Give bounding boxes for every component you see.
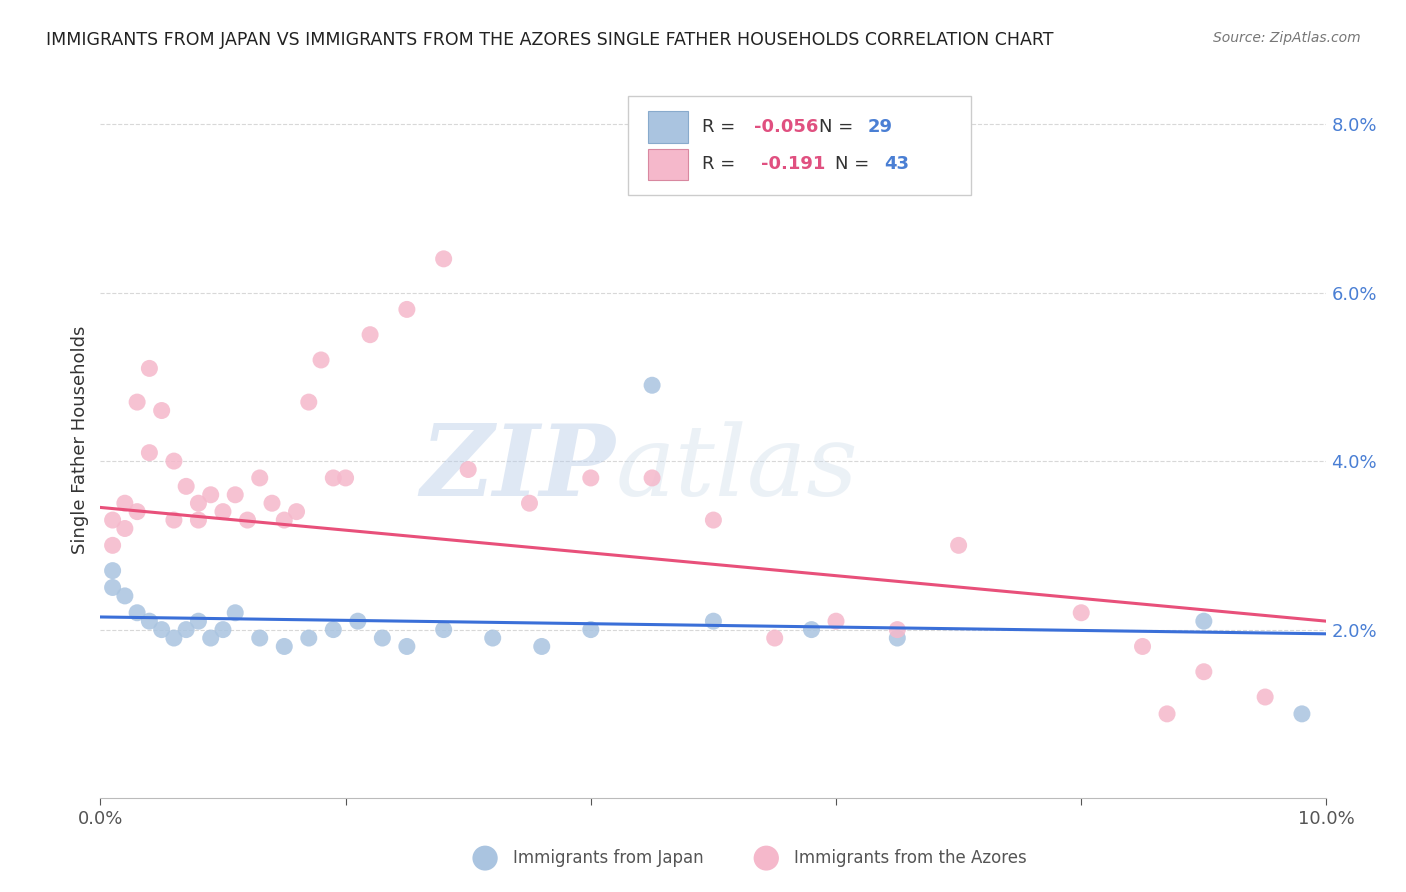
Point [236, 513, 259, 527]
Point [138, 361, 160, 376]
Text: 43: 43 [884, 155, 908, 173]
Point [886, 631, 908, 645]
Point [702, 513, 724, 527]
Y-axis label: Single Father Households: Single Father Households [72, 326, 89, 554]
Point [948, 538, 970, 552]
Point [273, 640, 295, 654]
Point [359, 327, 381, 342]
Point [249, 631, 271, 645]
Point [200, 631, 222, 645]
Point [127, 606, 149, 620]
Point [150, 623, 173, 637]
Text: N =: N = [835, 155, 875, 173]
Point [163, 513, 186, 527]
Point [641, 378, 664, 392]
Point [1132, 640, 1154, 654]
Text: Immigrants from Japan: Immigrants from Japan [513, 849, 704, 867]
Point [101, 581, 124, 595]
Text: atlas: atlas [616, 421, 858, 516]
Point [702, 614, 724, 628]
Point [481, 631, 503, 645]
Point [187, 614, 209, 628]
Point [224, 606, 246, 620]
Point [763, 631, 786, 645]
FancyBboxPatch shape [648, 112, 688, 143]
Point [322, 471, 344, 485]
FancyBboxPatch shape [627, 96, 972, 195]
Text: 29: 29 [868, 118, 893, 136]
Point [433, 623, 456, 637]
Point [298, 395, 321, 409]
Point [138, 614, 160, 628]
Point [335, 471, 357, 485]
Point [138, 445, 160, 459]
Point [579, 623, 602, 637]
Point [530, 640, 553, 654]
Point [187, 496, 209, 510]
Text: R =: R = [703, 155, 747, 173]
Text: IMMIGRANTS FROM JAPAN VS IMMIGRANTS FROM THE AZORES SINGLE FATHER HOUSEHOLDS COR: IMMIGRANTS FROM JAPAN VS IMMIGRANTS FROM… [46, 31, 1054, 49]
Point [800, 623, 823, 637]
Point [298, 631, 321, 645]
Text: Source: ZipAtlas.com: Source: ZipAtlas.com [1213, 31, 1361, 45]
Point [114, 589, 136, 603]
Point [395, 302, 418, 317]
Text: -0.191: -0.191 [761, 155, 825, 173]
Point [395, 640, 418, 654]
Point [224, 488, 246, 502]
Point [433, 252, 456, 266]
Point [174, 479, 197, 493]
Point [641, 471, 664, 485]
Point [150, 403, 173, 417]
Point [163, 454, 186, 468]
Text: R =: R = [703, 118, 741, 136]
Text: -0.056: -0.056 [754, 118, 818, 136]
Point [1156, 706, 1178, 721]
Point [187, 513, 209, 527]
Point [1070, 606, 1092, 620]
Point [212, 623, 235, 637]
Point [212, 505, 235, 519]
Point [163, 631, 186, 645]
Point [371, 631, 394, 645]
Point [101, 564, 124, 578]
Point [127, 505, 149, 519]
Point [174, 623, 197, 637]
Point [347, 614, 370, 628]
Point [114, 521, 136, 535]
Point [249, 471, 271, 485]
Point [1291, 706, 1313, 721]
Point [1254, 690, 1277, 704]
Point [519, 496, 541, 510]
Text: Immigrants from the Azores: Immigrants from the Azores [794, 849, 1028, 867]
Point [101, 538, 124, 552]
Point [114, 496, 136, 510]
Point [1192, 665, 1215, 679]
Point [579, 471, 602, 485]
Point [200, 488, 222, 502]
Point [825, 614, 848, 628]
Text: N =: N = [818, 118, 859, 136]
FancyBboxPatch shape [648, 148, 688, 180]
Point [285, 505, 308, 519]
Point [101, 513, 124, 527]
Point [260, 496, 283, 510]
Point [127, 395, 149, 409]
Text: ZIP: ZIP [420, 420, 616, 517]
Point [886, 623, 908, 637]
Point [309, 353, 332, 368]
Point [322, 623, 344, 637]
Point [1192, 614, 1215, 628]
Point [457, 462, 479, 476]
Point [273, 513, 295, 527]
